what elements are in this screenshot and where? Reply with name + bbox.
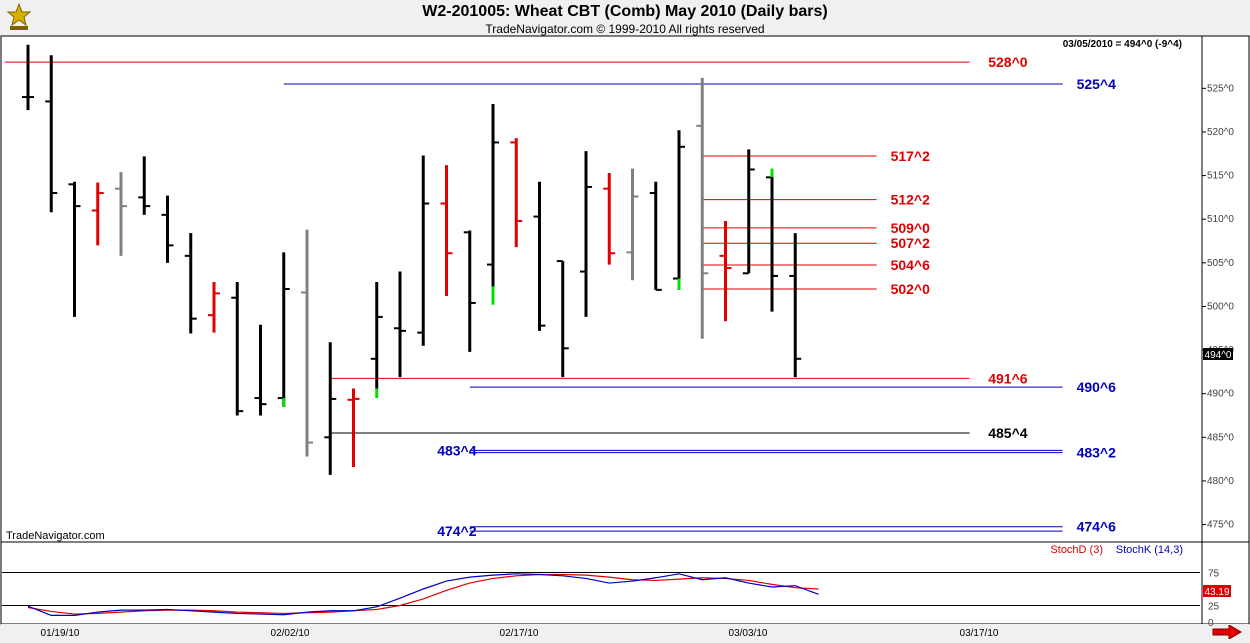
level-label-10: 485^4	[988, 425, 1028, 441]
title-bar: W2-201005: Wheat CBT (Comb) May 2010 (Da…	[0, 0, 1250, 36]
x-tick-label-0: 01/19/10	[41, 628, 80, 639]
level-label-13: 474^6	[1077, 519, 1117, 535]
level-label-7: 502^0	[891, 281, 931, 297]
y-tick-label-5: 500^0	[1207, 301, 1234, 312]
stoch-value-tag	[1203, 585, 1231, 597]
y-tick-label-4: 505^0	[1207, 258, 1234, 269]
current-price-tag	[1203, 348, 1233, 360]
stoch-value-label: 43.19	[1204, 587, 1229, 598]
x-axis-ticks: 01/19/10 02/02/10 02/17/10 03/03/10 03/17/10	[41, 628, 999, 639]
level-label-5: 507^2	[891, 235, 931, 251]
level-label-3: 512^2	[891, 192, 931, 208]
x-tick-label-3: 03/03/10	[729, 628, 768, 639]
date-axis	[1, 624, 1249, 642]
bars-layer	[22, 44, 802, 475]
y-tick-label-2: 515^0	[1207, 171, 1234, 182]
chart-title: W2-201005: Wheat CBT (Comb) May 2010 (Da…	[422, 3, 828, 20]
stoch-layer: 75 25 0	[2, 569, 1220, 629]
stoch-k-legend: StochK (14,3)	[1116, 544, 1183, 556]
y-tick-label-10: 475^0	[1207, 520, 1234, 531]
x-tick-label-2: 02/17/10	[500, 628, 539, 639]
level-label-0: 528^0	[988, 54, 1028, 70]
price-axis	[1201, 35, 1250, 543]
scroll-right-arrow-icon[interactable]	[1212, 625, 1242, 639]
level-label-2: 517^2	[891, 148, 931, 164]
level-label-9: 490^6	[1077, 379, 1117, 395]
stoch-d-legend: StochD (3)	[1050, 544, 1103, 556]
y-tick-label-3: 510^0	[1207, 214, 1234, 225]
level-label-8: 491^6	[988, 370, 1028, 386]
level-label-1: 525^4	[1077, 76, 1117, 92]
copyright-text: TradeNavigator.com © 1999-2010 All right…	[485, 22, 765, 36]
price-panel	[0, 35, 1203, 543]
trade-navigator-logo-icon	[6, 2, 32, 30]
y-tick-label-1: 520^0	[1207, 127, 1234, 138]
stoch-axis	[1201, 541, 1250, 625]
stoch-tick-label-1: 25	[1208, 602, 1220, 613]
stoch-panel	[0, 541, 1203, 625]
level-label-4: 509^0	[891, 220, 931, 236]
stoch-d-line	[27, 573, 819, 615]
watermark-text: TradeNavigator.com	[6, 530, 105, 542]
current-price-label: 494^0	[1205, 350, 1232, 361]
stoch-tick-label-2: 0	[1208, 618, 1214, 629]
y-tick-label-0: 525^0	[1207, 83, 1234, 94]
x-tick-label-1: 02/02/10	[271, 628, 310, 639]
stoch-k-line	[27, 573, 819, 617]
last-quote: 03/05/2010 = 494^0 (-9^4)	[1063, 39, 1182, 50]
level-label-14: 474^2	[437, 523, 477, 539]
stoch-tick-label-0: 75	[1208, 569, 1220, 580]
y-tick-label-8: 485^0	[1207, 432, 1234, 443]
level-label-12: 483^2	[1077, 445, 1117, 461]
y-tick-label-7: 490^0	[1207, 389, 1234, 400]
level-label-6: 504^6	[891, 257, 931, 273]
x-tick-label-4: 03/17/10	[960, 628, 999, 639]
y-tick-label-9: 480^0	[1207, 476, 1234, 487]
level-label-11: 483^4	[437, 442, 477, 458]
